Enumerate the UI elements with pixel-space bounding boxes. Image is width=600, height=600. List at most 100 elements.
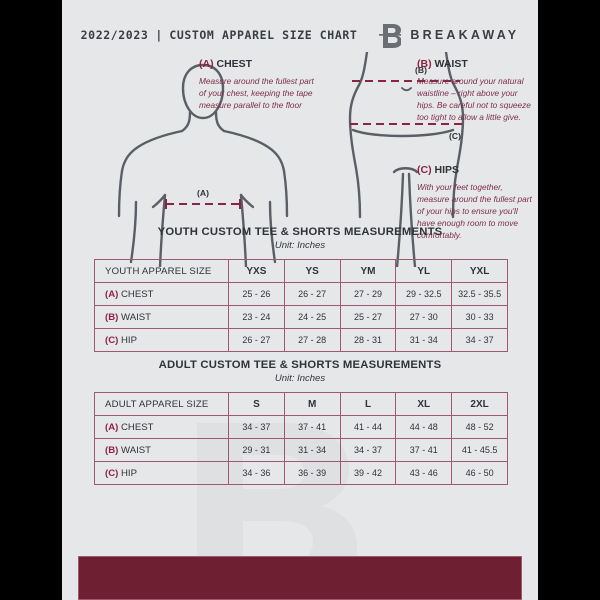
adult-hip-2xl: 46 - 50: [451, 461, 508, 485]
table-row: (B) WAIST 23 - 24 24 - 25 25 - 27 27 - 3…: [94, 305, 508, 329]
adult-waist-2xl: 41 - 45.5: [451, 438, 508, 462]
adult-chest-letter: (A): [105, 421, 119, 433]
youth-hip-ys: 27 - 28: [283, 328, 341, 352]
youth-unit: Unit: Inches: [274, 240, 326, 251]
adult-section-heading: ADULT CUSTOM TEE & SHORTS MEASUREMENTS U…: [62, 359, 538, 384]
adult-col-4: 2XL: [451, 392, 508, 416]
waist-description-body: Measure around your natural waistline – …: [417, 76, 531, 123]
youth-col-3: YL: [395, 259, 453, 283]
youth-hip-letter: (C): [105, 334, 119, 346]
hips-description: (C) HIPS With your feet together, measur…: [417, 164, 537, 241]
adult-size-table: ADULT APPAREL SIZE S M L XL 2XL (A) CHES…: [94, 392, 508, 485]
adult-waist-l: 34 - 37: [339, 438, 397, 462]
youth-chest-yxl: 32.5 - 35.5: [451, 282, 508, 306]
adult-title: ADULT CUSTOM TEE & SHORTS MEASUREMENTS: [158, 359, 442, 371]
waist-description-title: (B) WAIST: [417, 58, 537, 70]
youth-size-table: YOUTH APPAREL SIZE YXS YS YM YL YXL (A) …: [94, 259, 508, 352]
adult-chest-s: 34 - 37: [228, 415, 285, 439]
youth-waist-ym: 25 - 27: [339, 305, 397, 329]
adult-row-label-waist: (B) WAIST: [94, 438, 229, 462]
adult-row-label-hip: (C) HIP: [94, 461, 229, 485]
youth-hip-yl: 31 - 34: [395, 328, 453, 352]
youth-chest-name: CHEST: [121, 288, 154, 300]
youth-hip-yxl: 34 - 37: [451, 328, 508, 352]
youth-hip-ym: 28 - 31: [339, 328, 397, 352]
youth-row-label-waist: (B) WAIST: [94, 305, 229, 329]
maroon-footer-bar: [78, 556, 522, 600]
waist-marker-label: (B): [415, 65, 427, 75]
header-separator: |: [155, 28, 163, 42]
adult-hip-name: HIP: [121, 467, 137, 479]
adult-col-1: M: [283, 392, 341, 416]
page-title: CUSTOM APPAREL SIZE CHART: [169, 28, 358, 42]
diagram-figures: (A) (B): [117, 52, 465, 267]
adult-chest-l: 41 - 44: [339, 415, 397, 439]
youth-waist-letter: (B): [105, 311, 119, 323]
youth-col-4: YXL: [451, 259, 508, 283]
page-header: 2022/2023 | CUSTOM APPAREL SIZE CHART BR…: [62, 20, 538, 50]
waist-letter: (B): [417, 58, 432, 70]
youth-row-label-hip: (C) HIP: [94, 328, 229, 352]
chest-letter: (A): [199, 58, 214, 70]
table-row: (A) CHEST 34 - 37 37 - 41 41 - 44 44 - 4…: [94, 415, 508, 439]
youth-hip-yxs: 26 - 27: [228, 328, 285, 352]
chest-marker-label: (A): [197, 188, 209, 198]
youth-waist-yxl: 30 - 33: [451, 305, 508, 329]
adult-hip-xl: 43 - 46: [395, 461, 453, 485]
waist-description: (B) WAIST Measure around your natural wa…: [417, 58, 537, 123]
adult-waist-m: 31 - 34: [283, 438, 341, 462]
adult-col-2: L: [339, 392, 397, 416]
youth-chest-letter: (A): [105, 288, 119, 300]
adult-chest-m: 37 - 41: [283, 415, 341, 439]
youth-col-0: YXS: [228, 259, 285, 283]
adult-waist-letter: (B): [105, 444, 119, 456]
youth-chest-ys: 26 - 27: [283, 282, 341, 306]
adult-hip-s: 34 - 36: [228, 461, 285, 485]
youth-chest-yxs: 25 - 26: [228, 282, 285, 306]
youth-section-heading: YOUTH CUSTOM TEE & SHORTS MEASUREMENTS U…: [62, 226, 538, 251]
youth-col-1: YS: [283, 259, 341, 283]
brand-name: BREAKAWAY: [410, 28, 520, 42]
table-row: (C) HIP 34 - 36 36 - 39 39 - 42 43 - 46 …: [94, 461, 508, 485]
table-row: (B) WAIST 29 - 31 31 - 34 34 - 37 37 - 4…: [94, 438, 508, 462]
table-row: (A) CHEST 25 - 26 26 - 27 27 - 29 29 - 3…: [94, 282, 508, 306]
adult-chest-2xl: 48 - 52: [451, 415, 508, 439]
youth-waist-ys: 24 - 25: [283, 305, 341, 329]
adult-hip-letter: (C): [105, 467, 119, 479]
chest-description-body: Measure around the fullest part of your …: [199, 76, 314, 111]
adult-chest-name: CHEST: [121, 421, 154, 433]
youth-row-label-chest: (A) CHEST: [94, 282, 229, 306]
breakaway-b-logo-icon: [379, 24, 402, 48]
youth-header-row: YOUTH APPAREL SIZE YXS YS YM YL YXL: [94, 259, 508, 283]
chest-description-title: (A) CHEST: [199, 58, 314, 70]
header-season: 2022/2023: [80, 28, 149, 42]
adult-hip-l: 39 - 42: [339, 461, 397, 485]
youth-chest-yl: 29 - 32.5: [395, 282, 453, 306]
adult-waist-xl: 37 - 41: [395, 438, 453, 462]
adult-header-row: ADULT APPAREL SIZE S M L XL 2XL: [94, 392, 508, 416]
adult-row-label-chest: (A) CHEST: [94, 415, 229, 439]
hips-description-title: (C) HIPS: [417, 164, 537, 176]
hips-marker-label: (C): [449, 131, 461, 141]
table-row: (C) HIP 26 - 27 27 - 28 28 - 31 31 - 34 …: [94, 328, 508, 352]
youth-waist-yl: 27 - 30: [395, 305, 453, 329]
adult-waist-s: 29 - 31: [228, 438, 285, 462]
youth-title: YOUTH CUSTOM TEE & SHORTS MEASUREMENTS: [157, 226, 443, 238]
youth-row-header-label: YOUTH APPAREL SIZE: [94, 259, 229, 283]
adult-hip-m: 36 - 39: [283, 461, 341, 485]
hips-name: HIPS: [434, 164, 460, 176]
adult-waist-name: WAIST: [121, 444, 152, 456]
chest-description: (A) CHEST Measure around the fullest par…: [199, 58, 314, 111]
waist-name: WAIST: [434, 58, 468, 70]
adult-col-0: S: [228, 392, 285, 416]
size-chart-page: 2022/2023 | CUSTOM APPAREL SIZE CHART BR…: [62, 0, 538, 600]
adult-chest-xl: 44 - 48: [395, 415, 453, 439]
chest-name: CHEST: [216, 58, 253, 70]
hips-letter: (C): [417, 164, 432, 176]
youth-waist-name: WAIST: [121, 311, 152, 323]
adult-unit: Unit: Inches: [274, 373, 326, 384]
hips-front-silhouette-icon: [348, 52, 465, 267]
youth-hip-name: HIP: [121, 334, 137, 346]
adult-row-header-label: ADULT APPAREL SIZE: [94, 392, 229, 416]
adult-col-3: XL: [395, 392, 453, 416]
